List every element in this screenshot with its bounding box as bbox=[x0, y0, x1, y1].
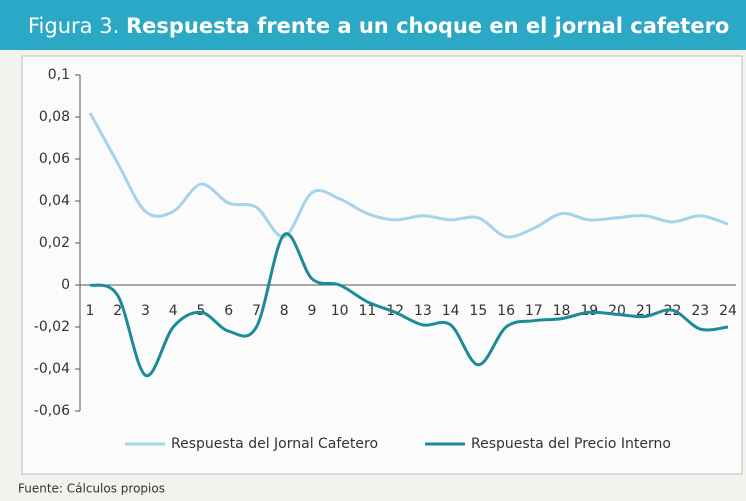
x-tick-label: 24 bbox=[719, 303, 737, 319]
y-tick-label: 0,02 bbox=[39, 235, 70, 251]
x-tick-label: 14 bbox=[442, 303, 460, 319]
plot-frame bbox=[21, 55, 743, 475]
y-tick-label: 0,08 bbox=[39, 109, 70, 125]
y-tick-label: -0,04 bbox=[34, 361, 70, 377]
y-tick-label: 0,06 bbox=[39, 151, 70, 167]
x-tick-label: 15 bbox=[469, 303, 487, 319]
y-tick-label: 0,1 bbox=[48, 67, 70, 83]
x-tick-label: 9 bbox=[307, 303, 316, 319]
line-series bbox=[89, 232, 729, 377]
x-tick-label: 8 bbox=[280, 303, 289, 319]
title-text: Respuesta frente a un choque en el jorna… bbox=[126, 14, 729, 38]
chart-title: Figura 3. Respuesta frente a un choque e… bbox=[28, 14, 729, 38]
x-tick-label: 18 bbox=[553, 303, 571, 319]
x-tick-label: 2 bbox=[113, 303, 122, 319]
x-tick-label: 7 bbox=[252, 303, 261, 319]
figure-label: Figura 3. bbox=[28, 14, 119, 38]
x-tick-label: 3 bbox=[141, 303, 150, 319]
source-note: Fuente: Cálculos propios bbox=[18, 482, 165, 496]
x-tick-label: 6 bbox=[224, 303, 233, 319]
x-tick-label: 23 bbox=[691, 303, 709, 319]
x-tick-label: 20 bbox=[608, 303, 626, 319]
y-tick-label: 0,04 bbox=[39, 193, 70, 209]
x-tick-label: 17 bbox=[525, 303, 543, 319]
y-tick-label: -0,06 bbox=[34, 403, 70, 419]
legend-label: Respuesta del Precio Interno bbox=[471, 436, 671, 452]
x-tick-label: 13 bbox=[414, 303, 432, 319]
x-tick-label: 11 bbox=[358, 303, 376, 319]
x-tick-label: 1 bbox=[86, 303, 95, 319]
y-tick-label: 0 bbox=[61, 277, 70, 293]
x-tick-label: 16 bbox=[497, 303, 515, 319]
legend-label: Respuesta del Jornal Cafetero bbox=[171, 436, 378, 452]
x-tick-label: 10 bbox=[331, 303, 349, 319]
x-tick-label: 4 bbox=[169, 303, 178, 319]
y-tick-label: -0,02 bbox=[34, 319, 70, 335]
title-bar bbox=[0, 0, 746, 50]
line-series bbox=[88, 112, 729, 239]
